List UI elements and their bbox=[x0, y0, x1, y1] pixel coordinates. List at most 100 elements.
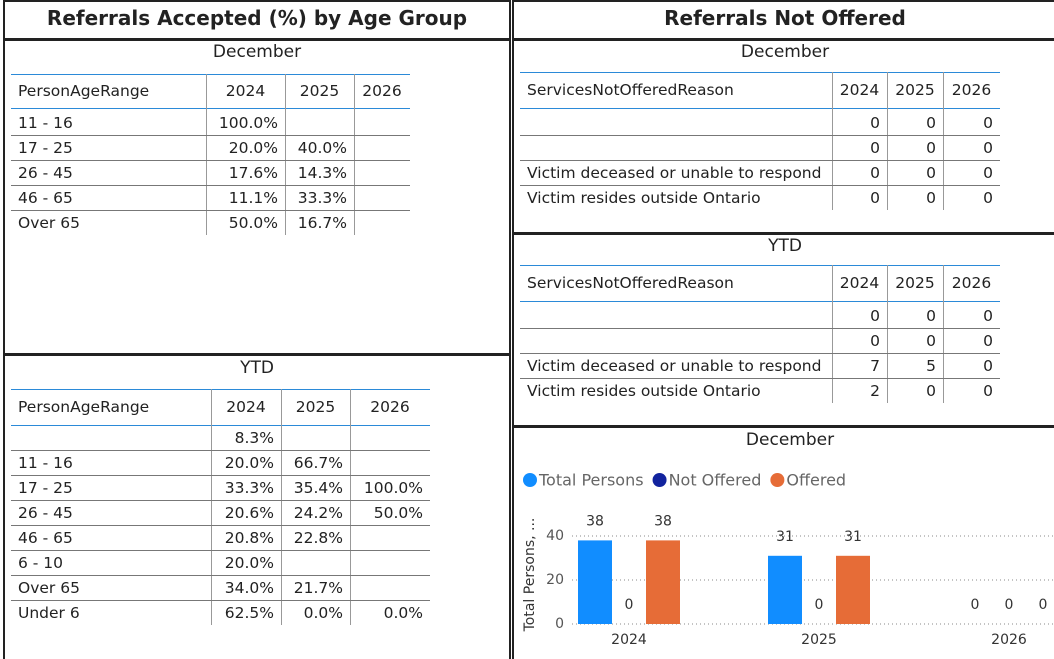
table-cell: 11.1% bbox=[228, 188, 278, 207]
column-line bbox=[211, 389, 212, 625]
column-header: PersonAgeRange bbox=[18, 82, 150, 100]
table-cell: 20.0% bbox=[224, 453, 274, 472]
table-cell: Under 6 bbox=[18, 603, 80, 622]
row-line bbox=[11, 450, 430, 451]
legend-label: Total Persons bbox=[538, 471, 644, 490]
row-line bbox=[520, 328, 1000, 329]
legend-marker bbox=[523, 473, 537, 487]
row-line bbox=[11, 210, 410, 211]
table-cell: 0 bbox=[926, 381, 936, 400]
table-cell: Over 65 bbox=[18, 578, 80, 597]
table-cell: 22.8% bbox=[293, 528, 343, 547]
bar bbox=[578, 540, 612, 624]
column-line bbox=[887, 72, 888, 210]
table-cell: 17 - 25 bbox=[18, 138, 73, 157]
legend-marker bbox=[652, 473, 667, 487]
column-line bbox=[943, 265, 944, 403]
table-cell: 0 bbox=[983, 113, 993, 132]
table-cell: 5 bbox=[926, 356, 936, 375]
data-label: 0 bbox=[971, 597, 980, 613]
legend-label: Offered bbox=[786, 471, 846, 490]
table-cell: 17.6% bbox=[228, 163, 278, 182]
column-line bbox=[887, 265, 888, 403]
table-title: YTD bbox=[240, 358, 274, 378]
row-line bbox=[11, 575, 430, 576]
table-cell: 0 bbox=[983, 356, 993, 375]
header-line bbox=[520, 72, 1000, 73]
x-tick-label: 2026 bbox=[991, 632, 1027, 648]
table-cell: Victim deceased or unable to respond bbox=[527, 163, 822, 182]
data-label: 0 bbox=[1005, 597, 1014, 613]
table-cell: 0 bbox=[926, 113, 936, 132]
row-line bbox=[11, 550, 430, 551]
table-cell: 46 - 65 bbox=[18, 528, 73, 547]
table-cell: 0 bbox=[983, 306, 993, 325]
row-line bbox=[11, 135, 410, 136]
column-header: 2025 bbox=[295, 398, 336, 416]
x-tick-label: 2024 bbox=[611, 632, 647, 648]
column-header: 2024 bbox=[225, 82, 266, 100]
x-tick-label: 2025 bbox=[801, 632, 837, 648]
table-cell: 66.7% bbox=[293, 453, 343, 472]
column-header: ServicesNotOfferedReason bbox=[527, 274, 734, 292]
table-cell: 26 - 45 bbox=[18, 163, 73, 182]
data-label: 0 bbox=[1039, 597, 1048, 613]
table-cell: 2 bbox=[870, 381, 880, 400]
column-header: 2024 bbox=[839, 81, 880, 99]
table-cell: 33.3% bbox=[224, 478, 274, 497]
column-header: 2026 bbox=[951, 274, 992, 292]
table-cell: 0 bbox=[983, 138, 993, 157]
table-title: YTD bbox=[768, 236, 802, 256]
table-cell: 0 bbox=[926, 306, 936, 325]
table-cell: Victim resides outside Ontario bbox=[527, 188, 761, 207]
table-cell: 0.0% bbox=[383, 603, 423, 622]
table-cell: 7 bbox=[870, 356, 880, 375]
bar bbox=[836, 555, 870, 624]
table-cell: 11 - 16 bbox=[18, 453, 73, 472]
table-cell: 40.0% bbox=[297, 138, 347, 157]
column-line bbox=[350, 389, 351, 625]
table-cell: 20.8% bbox=[224, 528, 274, 547]
table-cell: 100.0% bbox=[363, 478, 423, 497]
legend-marker bbox=[770, 473, 785, 487]
table-cell: 0 bbox=[983, 163, 993, 182]
chart: December Total Persons Not Offered Offered… bbox=[522, 430, 1054, 648]
column-header: PersonAgeRange bbox=[18, 398, 150, 416]
left-title: Referrals Accepted (%) by Age Group bbox=[46, 6, 468, 30]
bar bbox=[646, 540, 680, 624]
y-axis-title: Total Persons, ... bbox=[522, 518, 538, 633]
row-line bbox=[11, 185, 410, 186]
table-cell: 20.0% bbox=[224, 553, 274, 572]
right-title: Referrals Not Offered bbox=[664, 6, 906, 30]
column-line bbox=[206, 74, 207, 235]
column-header: 2026 bbox=[951, 81, 992, 99]
table-cell: 11 - 16 bbox=[18, 113, 73, 132]
column-line bbox=[281, 389, 282, 625]
column-header: 2025 bbox=[299, 82, 340, 100]
table-cell: Victim resides outside Ontario bbox=[527, 381, 761, 400]
row-line bbox=[11, 475, 430, 476]
left-ytd-panel bbox=[3, 354, 511, 659]
table-cell: 0 bbox=[983, 188, 993, 207]
table-cell: Victim deceased or unable to respond bbox=[527, 356, 822, 375]
table-cell: 33.3% bbox=[297, 188, 347, 207]
y-tick-label: 20 bbox=[546, 572, 564, 588]
table-cell: 0 bbox=[926, 331, 936, 350]
table-cell: 35.4% bbox=[293, 478, 343, 497]
table-cell: 17 - 25 bbox=[18, 478, 73, 497]
table-cell: 0 bbox=[870, 163, 880, 182]
table-cell: Over 65 bbox=[18, 213, 80, 232]
table-cell: 0 bbox=[983, 381, 993, 400]
data-label: 0 bbox=[815, 597, 824, 613]
table-cell: 20.0% bbox=[228, 138, 278, 157]
table-cell: 0 bbox=[926, 188, 936, 207]
data-label: 31 bbox=[844, 529, 862, 545]
column-header: 2026 bbox=[362, 82, 402, 100]
table-cell: 62.5% bbox=[224, 603, 274, 622]
table-cell: 50.0% bbox=[373, 503, 423, 522]
header-line bbox=[11, 74, 410, 75]
table-cell: 46 - 65 bbox=[18, 188, 73, 207]
header-line bbox=[520, 108, 1000, 109]
row-line bbox=[520, 353, 1000, 354]
table-cell: 0 bbox=[870, 188, 880, 207]
